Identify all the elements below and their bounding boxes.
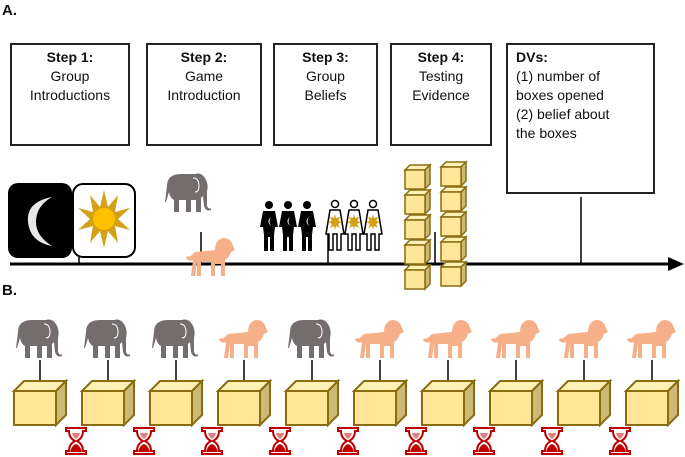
hourglass-icon [201, 427, 223, 455]
hourglass-icon [65, 427, 87, 455]
dv-text: boxes opened [516, 87, 604, 103]
elephant-icon [287, 319, 335, 359]
box-icon [353, 380, 407, 426]
lion-icon [219, 320, 268, 358]
step-text: Evidence [412, 87, 470, 103]
dv-text: (1) number of [516, 68, 601, 84]
lion-icon [627, 320, 676, 358]
box-stack-cube [440, 211, 467, 237]
hourglass-icon [405, 427, 427, 455]
panel-a-label: A. [2, 2, 17, 19]
step-2-box: Step 2: Game Introduction [146, 43, 262, 146]
box-stack-cube [404, 239, 431, 265]
box-stack-cube [440, 186, 467, 212]
dvs-box: DVs: (1) number of boxes opened (2) beli… [506, 43, 655, 194]
sun-icon [72, 183, 136, 258]
person-moon-icon [260, 201, 278, 251]
step-4-box: Step 4: Testing Evidence [390, 43, 492, 146]
dv-text: (2) belief about [516, 106, 610, 122]
step-text: Beliefs [304, 87, 347, 103]
moon-icon [8, 183, 72, 258]
box-stack-cube [404, 214, 431, 240]
box-icon [13, 380, 67, 426]
box-icon [217, 380, 271, 426]
step-text: Game [184, 68, 224, 84]
box-stack-cube [440, 261, 467, 287]
hourglass-icon [609, 427, 631, 455]
person-sun-icon [325, 199, 345, 251]
box-stack-cube [440, 236, 467, 262]
hourglass-icon [541, 427, 563, 455]
hourglass-icon [337, 427, 359, 455]
step-title: Step 2: [180, 49, 228, 65]
box-icon [625, 380, 679, 426]
step-title: Step 3: [302, 49, 349, 65]
box-stack-cube [404, 164, 431, 190]
step-text: Introduction [167, 87, 241, 103]
hourglass-icon [269, 427, 291, 455]
box-icon [81, 380, 135, 426]
step-text: Introductions [29, 87, 111, 103]
person-moon-icon [279, 201, 297, 251]
lion-icon [423, 320, 472, 358]
lion-icon [355, 320, 404, 358]
panel-b-label: B. [2, 282, 17, 299]
box-icon [557, 380, 611, 426]
lion-icon [491, 320, 540, 358]
box-stack-cube [404, 264, 431, 290]
box-icon [421, 380, 475, 426]
hourglass-icon [133, 427, 155, 455]
dv-text: the boxes [516, 125, 577, 141]
step-title: Step 4: [417, 49, 465, 65]
box-stack-cube [440, 161, 467, 187]
elephant-icon [151, 319, 199, 359]
step-title: Step 1: [46, 49, 94, 65]
box-icon [149, 380, 203, 426]
step-text: Group [50, 68, 90, 84]
person-sun-icon [344, 199, 364, 251]
elephant-icon [164, 173, 212, 213]
lion-icon [559, 320, 608, 358]
box-icon [285, 380, 339, 426]
step-text: Group [306, 68, 345, 84]
step-1-box: Step 1: Group Introductions [10, 43, 130, 146]
elephant-icon [83, 319, 131, 359]
box-icon [489, 380, 543, 426]
person-sun-icon [363, 199, 383, 251]
dvs-title: DVs: [516, 49, 548, 65]
box-stack-cube [404, 189, 431, 215]
step-3-box: Step 3: Group Beliefs [273, 43, 378, 146]
elephant-icon [15, 319, 63, 359]
step-text: Testing [418, 68, 464, 84]
lion-icon [186, 238, 235, 276]
timeline-arrowhead [668, 257, 684, 271]
hourglass-icon [473, 427, 495, 455]
person-moon-icon [298, 201, 316, 251]
